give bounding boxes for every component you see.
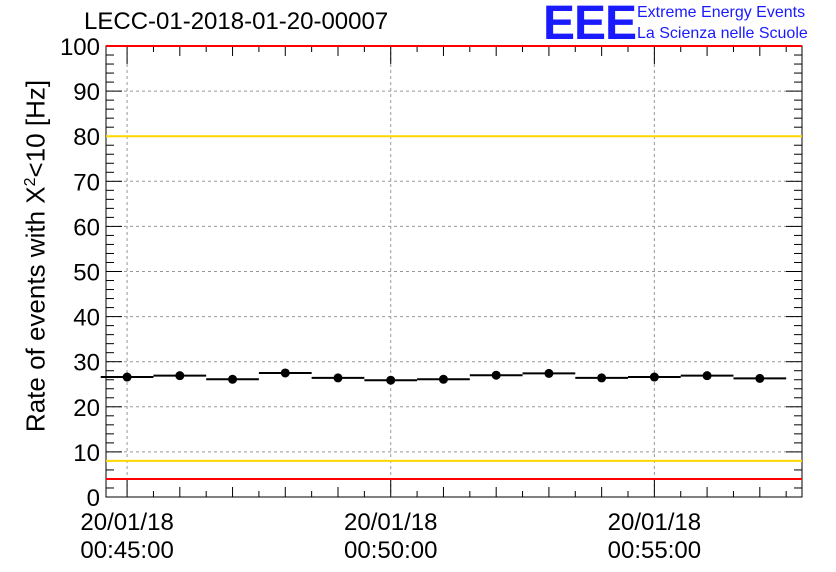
data-point [280,368,290,378]
y-tick-label: 40 [73,305,100,332]
chart-title: LECC-01-2018-01-20-00007 [84,8,389,35]
data-point [702,371,712,381]
y-tick-label: 70 [73,169,100,196]
x-tick-label-date: 20/01/18 [608,509,701,536]
y-tick-label: 0 [87,485,100,512]
x-tick-label-date: 20/01/18 [80,509,173,536]
x-tick-label-time: 00:45:00 [80,537,173,564]
y-tick-label: 60 [73,214,100,241]
data-point [122,372,132,382]
data-point [228,374,238,384]
logo-mark: EEE [543,0,637,50]
logo-text: Extreme Energy Events La Scienza nelle S… [637,2,808,44]
y-tick-label: 10 [73,440,100,467]
x-tick-label-time: 00:55:00 [608,537,701,564]
logo-line-1: Extreme Energy Events [637,4,806,21]
data-point [438,374,448,384]
logo-line-2: La Scienza nelle Scuole [637,25,808,42]
data-point [755,373,765,383]
data-point [491,370,501,380]
y-tick-label: 20 [73,395,100,422]
y-tick-label: 100 [60,34,100,61]
y-tick-label: 80 [73,124,100,151]
data-point [386,375,396,385]
data-point [333,373,343,383]
x-tick-label-date: 20/01/18 [344,509,437,536]
data-point [175,371,185,381]
y-tick-label: 50 [73,260,100,287]
data-point [597,373,607,383]
x-tick-label-time: 00:50:00 [344,537,437,564]
y-tick-label: 30 [73,350,100,377]
y-tick-label: 90 [73,79,100,106]
data-point [649,372,659,382]
data-point [544,368,554,378]
